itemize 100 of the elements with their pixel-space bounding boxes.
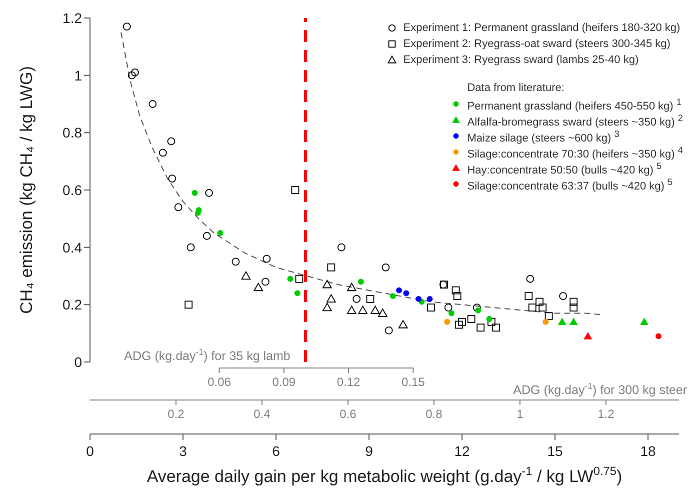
point (327, 263, 336, 272)
point (453, 292, 462, 300)
point (475, 307, 482, 314)
x-tick-label: 9 (365, 443, 374, 459)
point (148, 100, 157, 108)
point (656, 333, 662, 340)
legend-title: Data from literature: (466, 81, 566, 96)
text: 0.15 (401, 375, 426, 389)
point (217, 230, 224, 236)
point (322, 280, 332, 288)
point (262, 278, 270, 286)
point (570, 298, 578, 306)
text: 0.09 (272, 375, 296, 389)
point (370, 306, 380, 314)
y-tick-label: 0.8 (62, 124, 82, 141)
point (232, 258, 240, 266)
point (295, 274, 304, 283)
point (570, 304, 578, 312)
x2-tick-label: 1.2 (598, 407, 615, 421)
point (358, 278, 364, 285)
point (398, 320, 408, 328)
point (294, 290, 300, 296)
point (452, 286, 460, 294)
point (524, 292, 533, 300)
point (390, 293, 396, 300)
point (352, 294, 361, 303)
text: 0.12 (336, 375, 361, 389)
point (488, 318, 496, 326)
point (346, 282, 356, 292)
x-tick-label: 18 (640, 443, 656, 459)
point (569, 318, 578, 326)
x2-tick-label: 0.4 (254, 407, 271, 421)
x-tick-label: 0 (86, 443, 94, 459)
point (131, 68, 139, 76)
point (584, 332, 592, 340)
text: 0.06 (208, 375, 232, 389)
point (458, 318, 466, 326)
point (542, 318, 549, 325)
x2-axis-title: ADG (kg.day$^{-1}$) for 300 kg steer (513, 381, 687, 397)
point (427, 304, 435, 312)
point (192, 190, 198, 196)
point (366, 294, 374, 303)
x2-tick-label: 1 (516, 407, 524, 421)
legend-label: Silage:concentrate 63:37 (bulls ~420 kg) $^{5}$ (467, 176, 673, 192)
legend-label: Hay:concentrate 50:50 (bulls ~420 kg) $^{5}$ (467, 160, 662, 176)
point (167, 137, 176, 146)
x-tick-label: 15 (547, 443, 563, 459)
point (382, 263, 390, 272)
point (378, 308, 388, 317)
point (174, 203, 182, 212)
point (287, 276, 294, 282)
point (476, 324, 485, 332)
point (202, 232, 211, 240)
point (454, 320, 463, 329)
point (168, 174, 176, 182)
point (559, 292, 568, 300)
point (467, 315, 476, 323)
point (322, 302, 332, 312)
point (241, 271, 251, 280)
point (346, 306, 356, 314)
legend-label: Silage:concentrate 70:30 (heifers ~350 kg) $^{4}$ (467, 144, 683, 160)
y-tick-label: 1 (74, 67, 82, 84)
point (205, 188, 213, 197)
legend-label: Experiment 1: Permanent grassland (heifers 180-320 kg) (403, 21, 680, 36)
point (444, 304, 452, 312)
point (486, 316, 492, 322)
point (538, 304, 547, 312)
point (128, 71, 136, 80)
point (254, 282, 263, 292)
point (337, 243, 346, 252)
point (358, 306, 368, 314)
legend-label: Experiment 2: Ryegrass-oat sward (steers 300-345 kg) (403, 37, 670, 52)
y-axis-title: CH₄ emission (kg CH₄ / kg LWG) (17, 66, 36, 314)
annotation: ADG (kg.day$^{-1}$) for 35 kg lamb (124, 347, 290, 363)
point (416, 296, 422, 302)
point (544, 312, 553, 320)
point (492, 324, 500, 332)
point (403, 290, 410, 296)
point (426, 296, 433, 302)
x2-tick-label: 0.2 (168, 407, 185, 421)
x2-tick-label: 0.6 (340, 407, 357, 421)
y-tick-label: 0.4 (62, 239, 82, 256)
legend-label: Experiment 3: Ryegrass sward (lambs 25-40 kg) (403, 53, 639, 68)
point (262, 254, 271, 263)
point (184, 300, 193, 309)
point (158, 148, 167, 157)
x-tick-label: 12 (454, 443, 470, 459)
y-tick-label: 0.2 (62, 296, 82, 313)
y-tick-label: 1.2 (62, 10, 82, 26)
legend-label: Maize silage (steers ~600 kg) $^{3}$ (467, 128, 620, 144)
x2-tick-label: 0.8 (426, 407, 443, 421)
y-tick-label: 0.6 (62, 182, 82, 198)
x-axis-title: Average daily gain per kg metabolic weight (g.day$^{-1}$ / kg LW$^{0.75}$) (146, 464, 622, 486)
point (326, 294, 336, 303)
x-tick-label: 6 (272, 443, 280, 459)
legend-label: Permanent grassland (heifers 450-550 kg) $^{1}$ (467, 96, 682, 114)
legend-label: Alfalfa-bromegrass sward (steers ~350 kg) $^{2}$ (467, 112, 683, 128)
point (122, 22, 131, 31)
point (528, 304, 536, 312)
point (526, 274, 534, 283)
